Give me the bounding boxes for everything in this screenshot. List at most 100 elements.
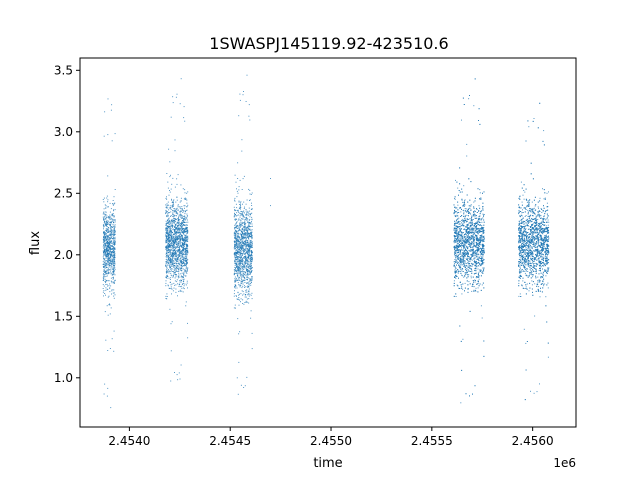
data-point-3336 (245, 244, 247, 245)
data-point-371 (114, 242, 116, 244)
data-point-2413 (240, 221, 242, 223)
data-point-4572 (462, 255, 464, 257)
data-point-2254 (172, 202, 174, 204)
data-point-2774 (235, 279, 237, 281)
data-point-1494 (174, 235, 176, 237)
data-point-724 (109, 239, 111, 240)
data-point-3505 (240, 251, 242, 253)
data-point-105 (104, 215, 106, 217)
data-point-2253 (179, 223, 181, 225)
data-point-4467 (463, 222, 465, 224)
data-point-3433 (240, 263, 242, 265)
data-point-1762 (166, 267, 168, 269)
data-point-4920 (477, 229, 479, 231)
data-point-4764 (464, 282, 466, 284)
data-point-4737 (471, 249, 473, 251)
data-point-454 (110, 229, 112, 231)
data-point-1685 (165, 209, 167, 211)
data-point-3525 (239, 240, 241, 242)
data-point-2963 (234, 245, 236, 247)
data-point-2860 (245, 252, 247, 254)
data-point-3610 (244, 223, 246, 225)
data-point-911 (173, 244, 174, 246)
data-point-1909 (167, 256, 169, 258)
data-point-777 (103, 218, 105, 220)
data-point-794 (103, 197, 105, 199)
data-point-1145 (177, 249, 179, 251)
data-point-689 (105, 253, 106, 255)
data-point-2811 (248, 291, 250, 293)
data-point-2236 (183, 224, 185, 226)
data-point-74 (102, 216, 104, 218)
data-point-4884 (461, 275, 463, 277)
data-point-1489 (183, 249, 185, 250)
data-point-1806 (185, 249, 187, 251)
data-point-3418 (246, 269, 248, 271)
data-point-1914 (170, 288, 172, 289)
data-point-2113 (177, 223, 179, 225)
data-point-4554 (480, 269, 482, 271)
data-point-2268 (176, 281, 178, 283)
data-point-3520 (236, 266, 238, 268)
data-point-3552 (239, 237, 240, 239)
data-point-609 (103, 236, 105, 238)
data-point-1886 (174, 240, 176, 242)
data-point-707 (103, 259, 105, 261)
data-point-2013 (168, 257, 170, 258)
data-point-2199 (180, 230, 182, 232)
data-point-2478 (251, 332, 253, 334)
data-point-497 (106, 215, 108, 217)
data-point-1509 (183, 281, 185, 283)
data-point-2415 (246, 242, 247, 244)
data-point-1710 (183, 256, 185, 258)
data-point-578 (110, 407, 112, 409)
data-point-2863 (251, 233, 253, 235)
data-point-1840 (181, 244, 183, 246)
data-point-2938 (245, 237, 246, 239)
data-point-4927 (476, 260, 477, 262)
data-point-3271 (239, 179, 241, 181)
data-point-1299 (174, 277, 176, 279)
data-point-255 (103, 211, 104, 213)
data-point-4565 (459, 230, 461, 232)
data-point-1601 (172, 245, 174, 247)
data-point-2136 (171, 225, 173, 227)
data-point-3412 (239, 245, 241, 247)
data-point-4961 (478, 231, 480, 233)
data-point-1090 (178, 224, 180, 226)
data-point-254 (113, 243, 114, 245)
data-point-433 (106, 197, 108, 199)
data-point-963 (185, 198, 187, 200)
data-point-4575 (473, 281, 475, 283)
data-point-2429 (234, 261, 236, 262)
data-point-3147 (251, 237, 253, 239)
data-point-1936 (166, 277, 168, 279)
data-point-4763 (465, 232, 467, 234)
data-point-158 (108, 285, 110, 287)
data-point-4796 (464, 233, 466, 235)
data-point-1584 (174, 232, 176, 234)
data-point-1592 (184, 242, 186, 243)
data-point-2187 (186, 213, 188, 215)
data-point-622 (103, 239, 105, 241)
data-point-3571 (248, 253, 250, 255)
data-point-601 (112, 229, 114, 231)
data-point-2237 (180, 259, 182, 261)
data-point-2319 (166, 251, 168, 253)
data-point-4556 (477, 276, 479, 278)
data-point-3403 (244, 224, 245, 225)
data-point-769 (111, 263, 113, 265)
data-point-2873 (248, 219, 250, 221)
data-point-2071 (175, 227, 177, 228)
data-point-2205 (169, 239, 171, 241)
data-point-4453 (466, 258, 468, 260)
data-point-1270 (169, 207, 171, 209)
data-point-1666 (172, 256, 174, 257)
data-point-3332 (249, 263, 251, 264)
data-point-2920 (250, 213, 251, 215)
data-point-3368 (248, 221, 250, 223)
data-point-2339 (173, 255, 175, 257)
data-point-4520 (482, 230, 484, 232)
data-point-4898 (464, 216, 466, 218)
data-point-1029 (177, 235, 179, 237)
